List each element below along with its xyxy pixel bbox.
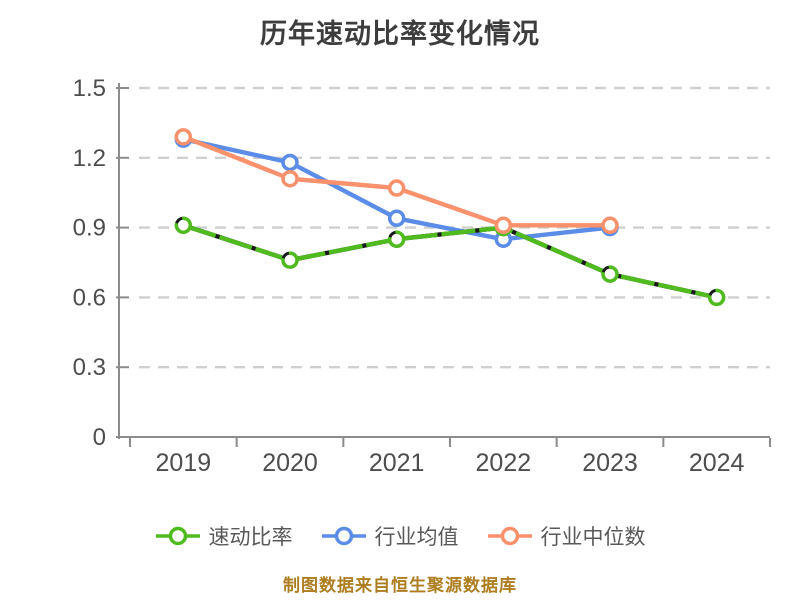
- industry-median-legend-marker-icon: [487, 526, 532, 546]
- chart-title: 历年速动比率变化情况: [260, 19, 540, 49]
- legend-item-quick-ratio: 速动比率: [155, 521, 293, 551]
- x-tick-label: 2022: [476, 449, 532, 477]
- plot-area: 0 0.3 0.6 0.9 1.2 1.5 2019 2020 2021 2022 2023 2024: [73, 75, 771, 477]
- data-point-quick-ratio: [601, 265, 619, 283]
- legend-label-industry-median: 行业中位数: [540, 526, 646, 549]
- x-tick-label: 2019: [156, 449, 212, 477]
- y-tick-label: 1.5: [73, 75, 106, 102]
- y-tick-label: 0.9: [73, 215, 106, 242]
- x-tick-label: 2021: [369, 449, 425, 477]
- data-point-industry-mean: [281, 153, 299, 172]
- data-point-industry-median: [281, 169, 299, 188]
- data-point-industry-median: [387, 179, 406, 197]
- legend-item-industry-median: 行业中位数: [487, 521, 646, 551]
- data-point-industry-median: [174, 128, 193, 146]
- legend: 速动比率 行业均值 行业中位数: [0, 521, 800, 551]
- legend-label-industry-mean: 行业均值: [374, 526, 459, 549]
- quick-ratio-legend-marker-icon: [155, 526, 200, 546]
- y-tick-label: 0.6: [73, 284, 106, 311]
- data-source-caption: 制图数据来自恒生聚源数据库: [283, 576, 517, 595]
- data-point-industry-mean: [387, 209, 406, 228]
- data-point-industry-median: [601, 216, 619, 235]
- y-tick-label: 0.3: [73, 354, 106, 381]
- data-point-industry-median: [494, 216, 513, 235]
- x-tick-label: 2024: [689, 449, 745, 477]
- legend-label-quick-ratio: 速动比率: [208, 526, 293, 549]
- data-point-quick-ratio: [707, 288, 726, 307]
- series-line-quick-ratio: [182, 223, 718, 300]
- industry-mean-legend-marker-icon: [321, 526, 366, 546]
- series-underlay-quick-ratio: [182, 223, 718, 300]
- legend-item-industry-mean: 行业均值: [321, 521, 459, 551]
- y-tick-label: 1.2: [73, 145, 106, 172]
- data-point-quick-ratio: [281, 251, 299, 269]
- data-point-quick-ratio: [387, 230, 406, 248]
- data-point-quick-ratio: [174, 216, 193, 235]
- x-tick-label: 2020: [262, 449, 318, 477]
- y-tick-label: 0: [93, 424, 106, 451]
- x-tick-label: 2023: [582, 449, 638, 477]
